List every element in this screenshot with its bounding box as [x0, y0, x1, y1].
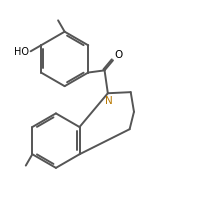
Text: HO: HO: [14, 47, 29, 57]
Text: O: O: [114, 50, 122, 60]
Text: N: N: [105, 96, 113, 106]
